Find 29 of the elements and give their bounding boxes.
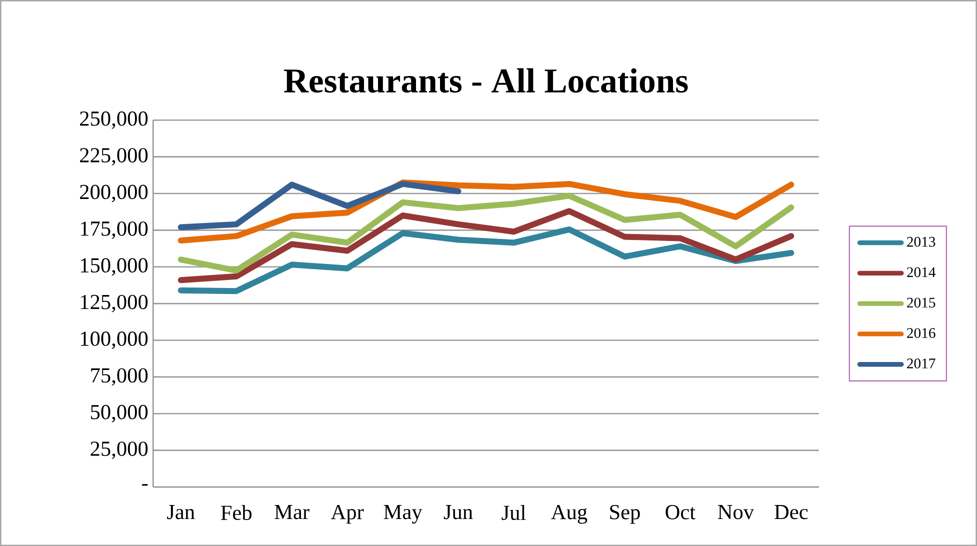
y-tick-label: 200,000 bbox=[80, 184, 148, 202]
y-tick-label: 225,000 bbox=[80, 148, 148, 166]
x-tick-label: Oct bbox=[666, 504, 696, 520]
x-tick-label: Feb bbox=[220, 504, 252, 520]
x-tick-label: Nov bbox=[718, 504, 754, 520]
legend-label: 2013 bbox=[907, 236, 936, 247]
x-tick-label: Jun bbox=[444, 504, 473, 520]
x-tick-label: Mar bbox=[274, 504, 310, 520]
x-tick-label: Jan bbox=[167, 504, 195, 520]
x-tick-label: May bbox=[384, 504, 422, 524]
y-tick-label: 100,000 bbox=[80, 331, 148, 349]
legend-label: 2014 bbox=[907, 267, 936, 278]
legend-label: 2015 bbox=[907, 298, 936, 308]
y-tick-label: 75,000 bbox=[91, 368, 148, 386]
chart-title: Restaurants - All Locations bbox=[284, 68, 688, 93]
y-tick-label: - bbox=[142, 484, 148, 486]
x-tick-label: Apr bbox=[330, 504, 364, 524]
x-tick-label: Sep bbox=[610, 504, 640, 524]
x-tick-label: Aug bbox=[551, 504, 588, 524]
y-tick-label: 125,000 bbox=[80, 294, 148, 312]
y-tick-label: 175,000 bbox=[80, 221, 148, 239]
y-tick-label: 250,000 bbox=[80, 111, 148, 129]
y-tick-label: 25,000 bbox=[90, 442, 148, 459]
legend-label: 2016 bbox=[907, 328, 936, 338]
x-tick-label: Jul bbox=[502, 504, 526, 520]
legend-label: 2017 bbox=[907, 358, 936, 368]
x-tick-label: Dec bbox=[774, 504, 808, 520]
y-tick-label: 50,000 bbox=[91, 404, 148, 422]
y-tick-label: 150,000 bbox=[80, 258, 148, 276]
